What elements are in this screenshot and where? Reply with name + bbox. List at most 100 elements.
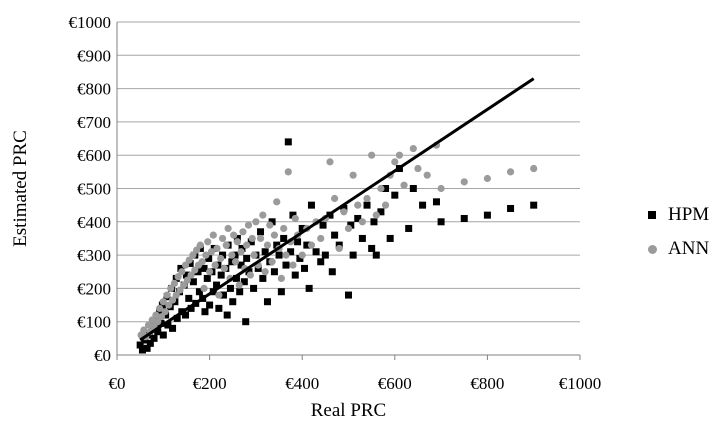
y-tick-label: €600: [77, 146, 111, 165]
point-ann: [437, 184, 445, 193]
point-ann: [172, 291, 180, 299]
point-ann: [409, 144, 417, 153]
point-hpm: [182, 271, 190, 279]
point-ann: [230, 231, 238, 239]
square-marker-icon: [648, 211, 656, 219]
axes: [116, 22, 581, 360]
point-hpm: [236, 288, 244, 296]
point-hpm: [530, 201, 538, 209]
legend-item-hpm: HPM: [648, 198, 709, 232]
point-hpm: [405, 224, 413, 232]
point-ann: [218, 234, 227, 243]
point-hpm: [303, 241, 311, 249]
point-hpm: [307, 201, 315, 209]
point-hpm: [275, 251, 283, 259]
point-hpm: [136, 341, 144, 349]
point-hpm: [280, 234, 288, 242]
x-tick-label: €200: [193, 374, 227, 393]
point-ann: [270, 231, 279, 239]
point-hpm: [205, 254, 213, 262]
point-hpm: [282, 261, 290, 269]
point-hpm: [268, 218, 276, 226]
point-ann: [161, 308, 169, 316]
point-hpm: [213, 281, 221, 289]
y-tick-label: €400: [77, 213, 111, 232]
y-tick-label: €200: [77, 279, 111, 298]
point-ann: [163, 291, 171, 299]
point-ann: [239, 228, 247, 236]
point-hpm: [226, 284, 234, 292]
y-tick-label: €0: [94, 346, 111, 365]
point-hpm: [363, 201, 371, 209]
point-ann: [268, 258, 276, 266]
point-ann: [284, 168, 292, 176]
point-ann: [191, 266, 199, 274]
x-tick-label: €1000: [559, 374, 602, 393]
y-tick-label: €1000: [69, 13, 112, 32]
point-ann: [144, 321, 153, 329]
point-hpm: [206, 301, 214, 309]
point-hpm: [143, 344, 151, 352]
point-ann: [277, 274, 285, 283]
point-ann: [298, 251, 306, 259]
point-ann: [335, 244, 343, 253]
point-ann: [326, 158, 334, 166]
point-hpm: [328, 268, 336, 276]
point-ann: [235, 281, 243, 289]
point-ann: [213, 244, 221, 253]
point-hpm: [347, 221, 355, 229]
point-ann: [174, 273, 182, 281]
point-ann: [423, 171, 431, 179]
point-hpm: [263, 298, 271, 306]
point-ann: [152, 311, 160, 319]
trendline-line: [139, 77, 535, 342]
point-hpm: [189, 278, 197, 286]
point-ann: [377, 184, 385, 193]
point-ann: [340, 208, 348, 216]
x-tick-label: €400: [285, 374, 319, 393]
point-ann: [231, 258, 240, 266]
point-hpm: [319, 221, 327, 229]
point-hpm: [223, 311, 231, 319]
point-hpm: [270, 268, 278, 276]
point-ann: [200, 284, 208, 292]
y-tick-label: €300: [77, 246, 111, 265]
point-ann: [183, 276, 191, 284]
point-hpm: [259, 274, 267, 282]
point-hpm: [169, 324, 177, 332]
point-ann: [354, 201, 362, 209]
y-tick-label: €500: [77, 180, 111, 199]
point-ann: [211, 261, 219, 269]
point-hpm: [317, 258, 325, 266]
point-ann: [256, 234, 265, 243]
point-hpm: [194, 268, 202, 276]
point-ann: [167, 284, 175, 292]
point-hpm: [331, 231, 339, 239]
point-ann: [207, 248, 216, 256]
point-ann: [148, 316, 156, 324]
legend-item-ann: ANN: [648, 232, 709, 266]
point-ann: [530, 164, 538, 173]
point-ann: [460, 178, 468, 186]
point-ann: [202, 251, 210, 259]
point-hpm: [321, 251, 329, 259]
point-ann: [363, 194, 371, 203]
point-hpm: [200, 264, 208, 272]
y-tick-label: €800: [77, 80, 111, 99]
point-hpm: [419, 201, 427, 209]
point-ann: [168, 296, 177, 304]
point-hpm: [203, 274, 211, 282]
circle-marker-icon: [648, 244, 657, 254]
point-ann: [204, 238, 212, 246]
point-hpm: [215, 304, 223, 312]
point-hpm: [273, 241, 281, 249]
point-hpm: [437, 218, 445, 226]
point-ann: [282, 251, 290, 259]
point-hpm: [228, 258, 236, 266]
point-ann: [206, 268, 214, 276]
point-hpm: [229, 298, 237, 306]
trendline: [139, 77, 535, 342]
point-hpm: [185, 294, 193, 302]
point-hpm: [312, 248, 320, 256]
point-ann: [400, 181, 408, 189]
